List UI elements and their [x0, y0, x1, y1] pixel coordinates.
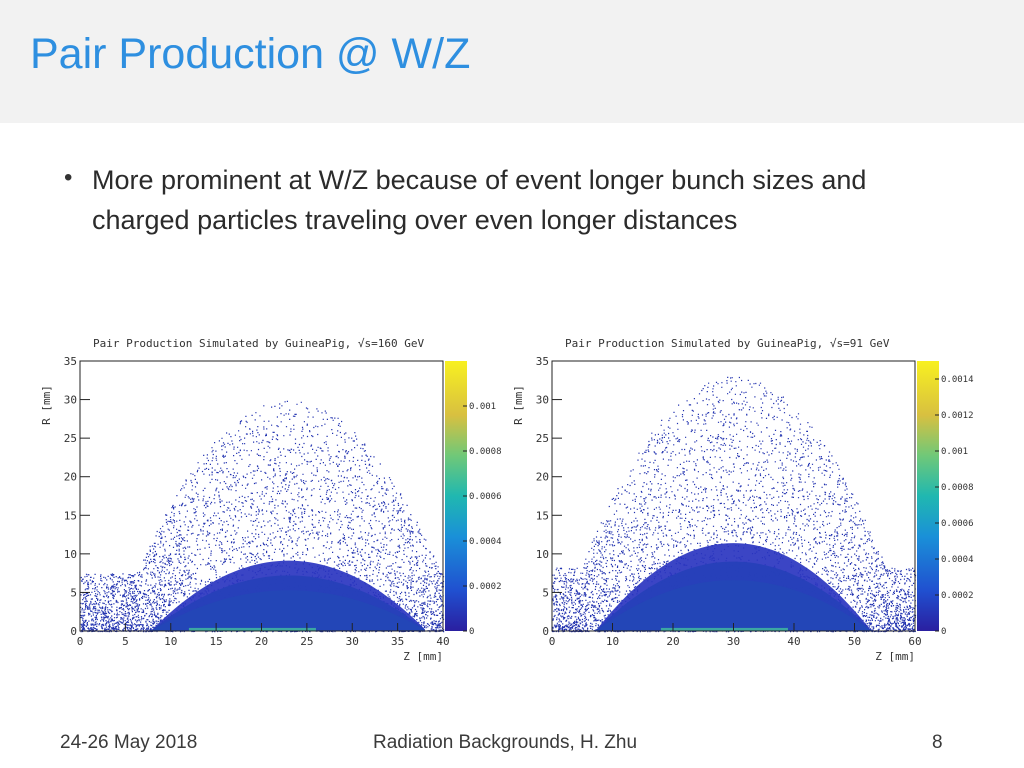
x-tick-label: 25 [300, 635, 313, 648]
chart-title: Pair Production Simulated by GuineaPig, … [565, 337, 890, 350]
colorbar-tick-label: 0.001 [469, 402, 496, 412]
x-tick-label: 10 [164, 635, 177, 648]
y-tick-label: 25 [64, 432, 77, 445]
heatmap-points [552, 376, 917, 633]
colorbar-tick-label: 0 [941, 627, 946, 637]
y-tick-label: 15 [536, 509, 549, 522]
y-tick-label: 30 [536, 394, 549, 407]
footer-page-number: 8 [932, 732, 943, 753]
y-tick-label: 35 [64, 355, 77, 368]
y-tick-label: 30 [64, 394, 77, 407]
x-tick-label: 0 [549, 635, 556, 648]
x-tick-label: 15 [210, 635, 223, 648]
heatmap-svg: Pair Production Simulated by GuineaPig, … [512, 337, 974, 663]
x-tick-label: 20 [666, 635, 679, 648]
axis-band [660, 627, 788, 631]
x-axis-label: Z [mm] [403, 650, 443, 663]
x-tick-label: 50 [848, 635, 861, 648]
colorbar-tick-label: 0.0004 [469, 537, 502, 547]
y-tick-label: 35 [536, 355, 549, 368]
heatmap-points [80, 400, 445, 633]
y-tick-label: 0 [542, 625, 549, 638]
footer-date: 24-26 May 2018 [60, 732, 198, 753]
y-axis-label: R [mm] [40, 385, 53, 425]
y-tick-label: 15 [64, 509, 77, 522]
colorbar-tick-label: 0.0014 [941, 375, 974, 385]
core-layer-2 [570, 580, 897, 631]
colorbar [917, 361, 939, 631]
colorbar-tick-label: 0.0012 [941, 411, 974, 421]
x-tick-label: 60 [908, 635, 921, 648]
x-tick-label: 20 [255, 635, 268, 648]
footer-center: Radiation Backgrounds, H. Zhu [373, 732, 638, 753]
colorbar-tick-label: 0.001 [941, 447, 968, 457]
x-axis-label: Z [mm] [875, 650, 915, 663]
x-tick-label: 0 [77, 635, 84, 648]
colorbar-tick-label: 0.0002 [469, 582, 502, 592]
slide-header: Pair Production @ W/Z [0, 0, 1024, 123]
y-tick-label: 5 [70, 586, 77, 599]
bullet-symbol: • [64, 164, 73, 191]
heatmap-svg: Pair Production Simulated by GuineaPig, … [40, 337, 502, 663]
y-tick-label: 20 [536, 471, 549, 484]
chart-title: Pair Production Simulated by GuineaPig, … [93, 337, 425, 350]
y-axis-label: R [mm] [512, 385, 525, 425]
x-tick-label: 5 [122, 635, 129, 648]
colorbar-tick-label: 0.0004 [941, 555, 974, 565]
y-tick-label: 0 [70, 625, 77, 638]
colorbar-tick-label: 0.0006 [469, 492, 502, 502]
y-tick-label: 5 [542, 586, 549, 599]
x-tick-label: 35 [391, 635, 404, 648]
x-tick-label: 10 [606, 635, 619, 648]
x-tick-label: 30 [727, 635, 740, 648]
colorbar-tick-label: 0 [469, 627, 474, 637]
axis-band [188, 627, 316, 631]
colorbar-tick-label: 0.0002 [941, 591, 974, 601]
y-tick-label: 10 [536, 548, 549, 561]
y-tick-label: 25 [536, 432, 549, 445]
heatmap-plot-91gev: Pair Production Simulated by GuineaPig, … [512, 330, 982, 670]
scatter-sparse [552, 376, 917, 633]
y-tick-label: 10 [64, 548, 77, 561]
colorbar-tick-label: 0.0006 [941, 519, 974, 529]
core-layer-2 [98, 590, 425, 631]
colorbar-tick-label: 0.0008 [941, 483, 974, 493]
x-tick-label: 40 [787, 635, 800, 648]
bullet-text: More prominent at W/Z because of event l… [92, 165, 867, 235]
heatmap-plot-160gev: Pair Production Simulated by GuineaPig, … [40, 330, 510, 670]
colorbar-tick-label: 0.0008 [469, 447, 502, 457]
x-tick-label: 30 [346, 635, 359, 648]
slide-title: Pair Production @ W/Z [30, 30, 471, 78]
colorbar [445, 361, 467, 631]
y-tick-label: 20 [64, 471, 77, 484]
x-tick-label: 40 [436, 635, 449, 648]
